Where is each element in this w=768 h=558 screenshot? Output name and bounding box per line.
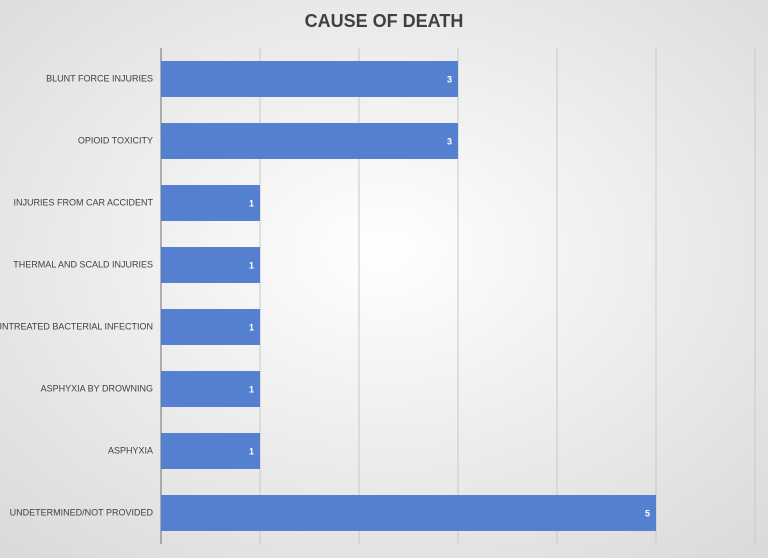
- chart-title: CAUSE OF DEATH: [305, 11, 464, 31]
- value-label: 3: [447, 136, 452, 146]
- y-tick-label: OPIOID TOXICITY: [78, 135, 153, 145]
- y-tick-label: BLUNT FORCE INJURIES: [46, 73, 153, 83]
- value-label: 3: [447, 74, 452, 84]
- value-label: 5: [645, 508, 650, 518]
- value-label: 1: [249, 322, 254, 332]
- y-tick-label: INJURIES FROM CAR ACCIDENT: [13, 197, 153, 207]
- bar: [161, 433, 260, 469]
- y-tick-label: ASPHYXIA BY DROWNING: [41, 383, 153, 393]
- y-tick-label: UNTREATED BACTERIAL INFECTION: [0, 321, 153, 331]
- value-label: 1: [249, 384, 254, 394]
- bar: [161, 309, 260, 345]
- bar: [161, 247, 260, 283]
- value-label: 1: [249, 446, 254, 456]
- bar: [161, 185, 260, 221]
- y-tick-label: ASPHYXIA: [108, 445, 153, 455]
- value-label: 1: [249, 260, 254, 270]
- value-label: 1: [249, 198, 254, 208]
- bar: [161, 123, 458, 159]
- bar: [161, 495, 656, 531]
- bar: [161, 61, 458, 97]
- y-tick-label: UNDETERMINED/NOT PROVIDED: [10, 507, 154, 517]
- y-tick-label: THERMAL AND SCALD INJURIES: [13, 259, 153, 269]
- bar: [161, 371, 260, 407]
